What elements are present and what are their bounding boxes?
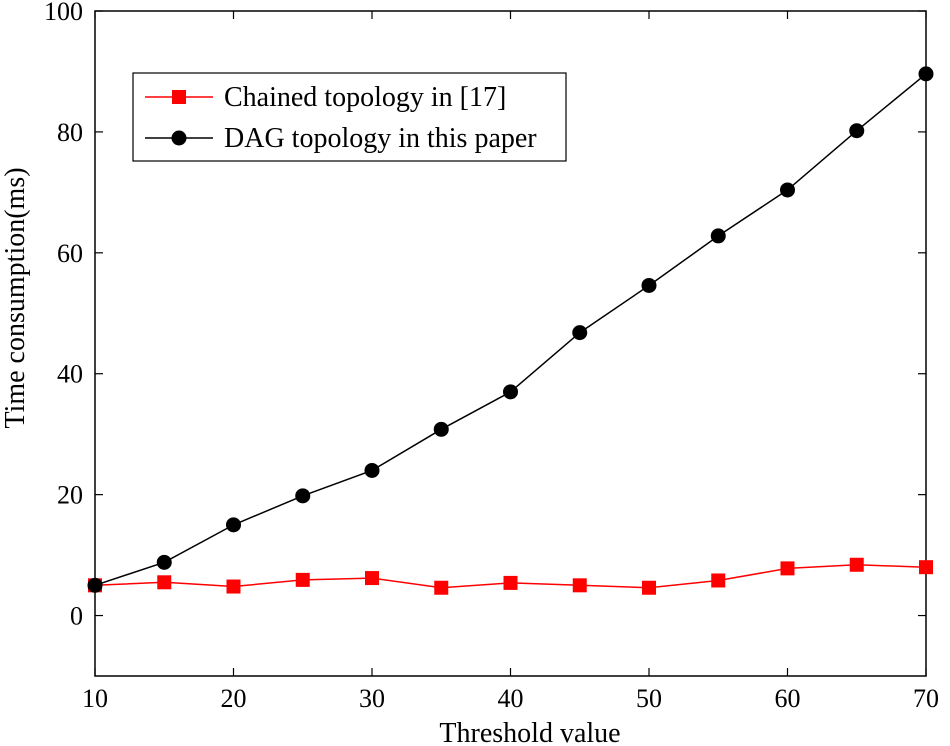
- data-point-square: [780, 561, 795, 576]
- legend-marker-dag: [171, 130, 187, 146]
- axis-ticks: 10 20 30 40 50 60 70 0 20 40 60 80 100: [44, 0, 939, 713]
- series-0: [88, 557, 933, 595]
- y-tick-label: 80: [57, 118, 83, 147]
- data-point-circle: [433, 421, 449, 437]
- data-point-circle: [226, 517, 241, 533]
- data-point-square: [226, 579, 241, 594]
- x-tick-label: 10: [82, 684, 108, 713]
- series-layer: [87, 66, 934, 595]
- data-point-circle: [849, 123, 865, 139]
- data-point-circle: [295, 488, 311, 504]
- data-point-circle: [87, 577, 103, 593]
- data-point-circle: [710, 228, 726, 244]
- x-tick-label: 50: [636, 684, 662, 713]
- y-tick-label: 20: [57, 481, 83, 510]
- data-point-circle: [641, 277, 657, 293]
- legend-marker-chained: [172, 90, 186, 104]
- x-axis-title: Threshold value: [439, 718, 620, 746]
- data-point-square: [157, 575, 172, 590]
- legend-label-dag: DAG topology in this paper: [224, 123, 537, 154]
- data-point-circle: [572, 325, 588, 341]
- data-point-square: [434, 580, 449, 595]
- data-point-square: [919, 560, 933, 575]
- x-tick-label: 30: [359, 684, 385, 713]
- data-point-square: [711, 573, 726, 588]
- legend-box: [132, 72, 567, 162]
- data-point-square: [572, 578, 587, 593]
- y-tick-label: 40: [57, 360, 83, 389]
- y-axis-title: Time consumption(ms): [0, 167, 31, 428]
- y-tick-label: 0: [70, 602, 83, 631]
- data-point-square: [365, 571, 379, 586]
- data-point-square: [642, 580, 656, 595]
- data-point-square: [503, 575, 518, 590]
- data-point-circle: [364, 462, 380, 478]
- x-tick-label: 60: [775, 684, 801, 713]
- x-tick-label: 40: [498, 684, 524, 713]
- series-1: [87, 66, 934, 593]
- legend: Chained topology in [17] DAG topology in…: [132, 72, 567, 162]
- x-tick-label: 20: [221, 684, 247, 713]
- legend-label-chained: Chained topology in [17]: [224, 82, 506, 113]
- data-point-circle: [780, 182, 795, 198]
- x-tick-label: 70: [913, 684, 939, 713]
- y-tick-label: 100: [44, 0, 83, 26]
- data-point-circle: [156, 554, 172, 570]
- data-point-circle: [503, 384, 518, 400]
- data-point-square: [295, 572, 310, 587]
- data-point-square: [849, 557, 864, 572]
- data-point-circle: [918, 66, 934, 82]
- y-tick-label: 60: [57, 239, 83, 268]
